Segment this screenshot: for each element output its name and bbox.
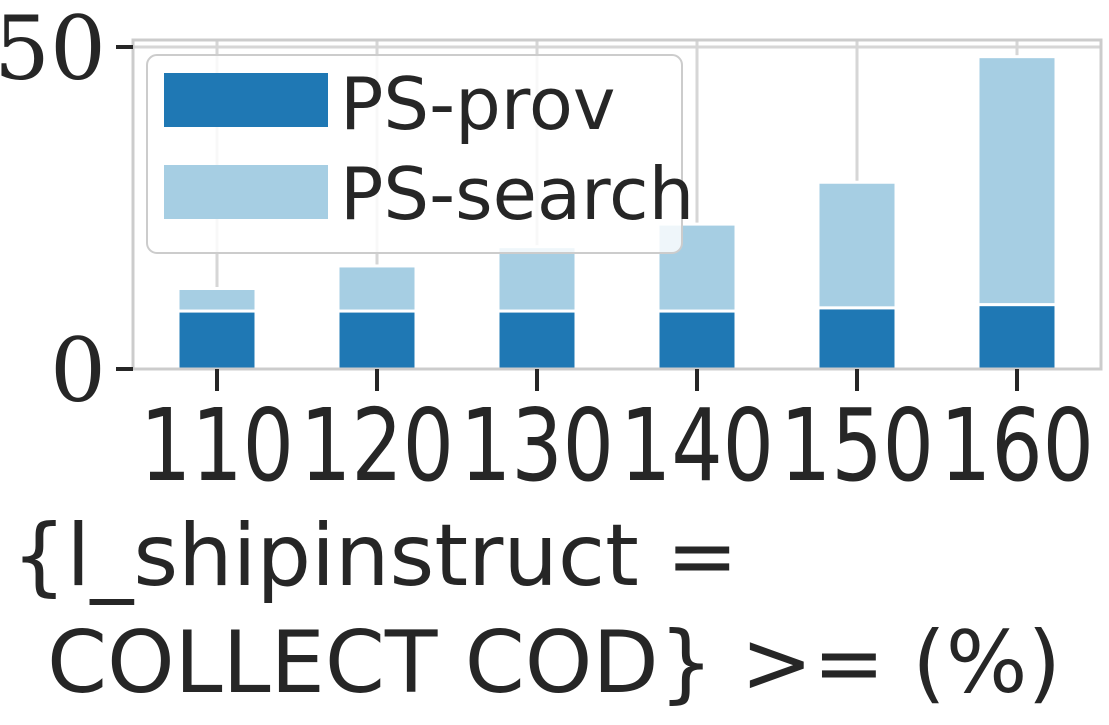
bar-ps-prov-150 [818, 308, 896, 369]
legend: PS-prov PS-search [147, 55, 694, 253]
x-tick-label: 140 [620, 387, 774, 504]
y-tick-label: 50 [0, 0, 106, 100]
bar-ps-prov-130 [498, 311, 576, 369]
bar-ps-search-150 [818, 182, 896, 308]
legend-swatch-ps-search [164, 165, 328, 219]
bar-ps-prov-110 [178, 311, 256, 369]
legend-swatch-ps-prov [164, 73, 328, 127]
x-axis-ticks: 110 120 130 140 150 160 [140, 369, 1094, 504]
bar-ps-prov-160 [978, 305, 1056, 369]
y-axis-ticks: 0 50 [0, 0, 133, 422]
x-axis-label-line-1: {l_shipinstruct = [12, 506, 739, 606]
y-tick-label: 0 [50, 319, 106, 422]
legend-label-ps-search: PS-search [340, 152, 694, 236]
x-tick-label: 130 [460, 387, 614, 504]
bar-ps-search-110 [178, 289, 256, 312]
x-tick-label: 120 [300, 387, 454, 504]
bar-ps-search-120 [338, 266, 416, 311]
x-tick-label: 160 [940, 387, 1094, 504]
bar-ps-search-130 [498, 247, 576, 311]
legend-label-ps-prov: PS-prov [340, 62, 615, 146]
x-tick-label: 110 [140, 387, 294, 504]
bar-ps-prov-120 [338, 311, 416, 369]
bar-ps-search-160 [978, 57, 1056, 305]
x-tick-label: 150 [780, 387, 934, 504]
bar-ps-prov-140 [658, 311, 736, 369]
x-axis-label-line-2: COLLECT COD} >= (%) [47, 613, 1061, 713]
